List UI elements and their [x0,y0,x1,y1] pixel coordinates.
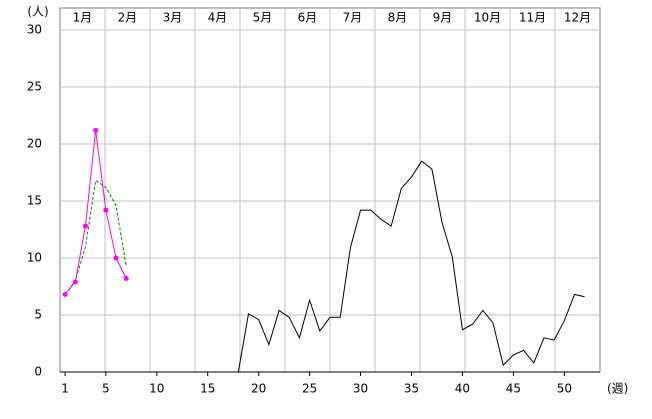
x-tick-label: 10 [149,382,164,396]
month-label: 12月 [564,11,591,25]
series-line [64,130,127,295]
y-tick-label: 5 [34,308,42,322]
x-tick-label: 1 [61,382,69,396]
data-point [123,276,129,282]
data-point [82,223,88,229]
y-tick-label: 0 [34,365,42,379]
x-tick-label: 45 [506,382,521,396]
data-point [103,207,109,213]
month-label: 7月 [343,11,363,25]
month-label: 6月 [298,11,318,25]
x-unit-label: (週) [607,382,628,396]
x-tick-label: 25 [302,382,317,396]
series-line [64,179,127,295]
month-label: 4月 [208,11,228,25]
x-tick-label: 5 [102,382,110,396]
data-point [113,255,119,261]
data-point [72,279,78,285]
month-label: 3月 [163,11,183,25]
data-point [62,291,68,297]
month-label: 11月 [519,11,546,25]
month-label: 9月 [433,11,453,25]
y-tick-label: 25 [27,80,42,94]
x-tick-label: 15 [200,382,215,396]
x-tick-label: 35 [404,382,419,396]
y-unit-label: (人) [27,5,48,19]
x-tick-label: 30 [353,382,368,396]
month-label: 8月 [388,11,408,25]
month-label: 2月 [118,11,138,25]
y-tick-label: 30 [27,23,42,37]
y-tick-label: 10 [27,251,42,265]
month-label: 5月 [253,11,273,25]
data-point [93,127,99,133]
series-line [65,160,585,373]
month-label: 1月 [73,11,93,25]
x-tick-label: 20 [251,382,266,396]
y-tick-label: 15 [27,194,42,208]
x-tick-label: 40 [455,382,470,396]
x-tick-label: 50 [557,382,572,396]
y-tick-label: 20 [27,137,42,151]
month-label: 10月 [474,11,501,25]
